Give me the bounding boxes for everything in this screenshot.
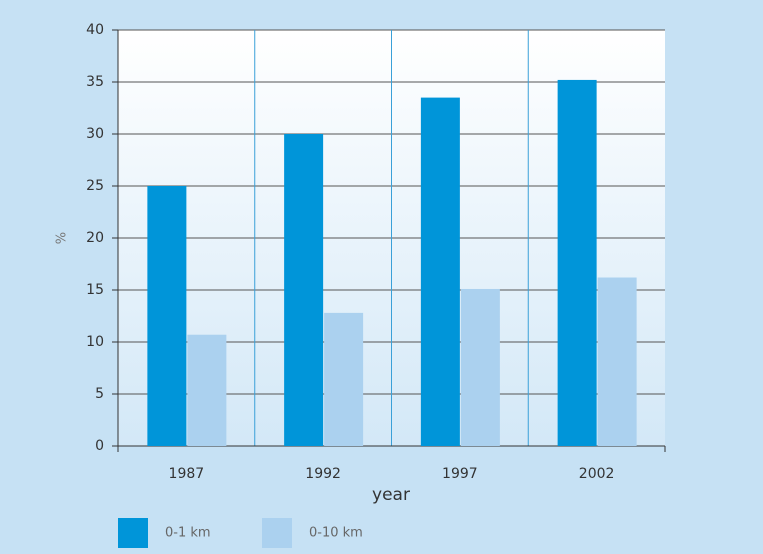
legend-swatch <box>118 518 148 548</box>
y-tick-label: 25 <box>86 178 104 194</box>
y-axis-label: % <box>55 232 70 244</box>
bar <box>597 277 637 446</box>
bar <box>147 186 187 446</box>
y-tick-label: 10 <box>86 334 104 350</box>
x-tick-label: 2002 <box>579 466 615 482</box>
bar <box>324 312 364 446</box>
y-tick-label: 0 <box>95 438 104 454</box>
bar <box>284 134 324 446</box>
bar <box>557 79 597 447</box>
y-tick-label: 20 <box>86 230 104 246</box>
x-axis-label: year <box>372 485 410 505</box>
x-tick-label: 1992 <box>305 466 341 482</box>
y-tick-label: 30 <box>86 126 104 142</box>
x-tick-label: 1987 <box>169 466 205 482</box>
bar <box>460 288 500 446</box>
bar <box>187 334 227 446</box>
legend-label: 0-10 km <box>309 526 363 541</box>
legend-swatch <box>262 518 292 548</box>
y-tick-label: 5 <box>95 386 104 402</box>
x-tick-label: 1997 <box>442 466 478 482</box>
legend-label: 0-1 km <box>165 526 211 541</box>
y-tick-label: 15 <box>86 282 104 298</box>
bar <box>420 97 460 446</box>
y-tick-label: 35 <box>86 74 104 90</box>
y-tick-label: 40 <box>86 22 104 38</box>
